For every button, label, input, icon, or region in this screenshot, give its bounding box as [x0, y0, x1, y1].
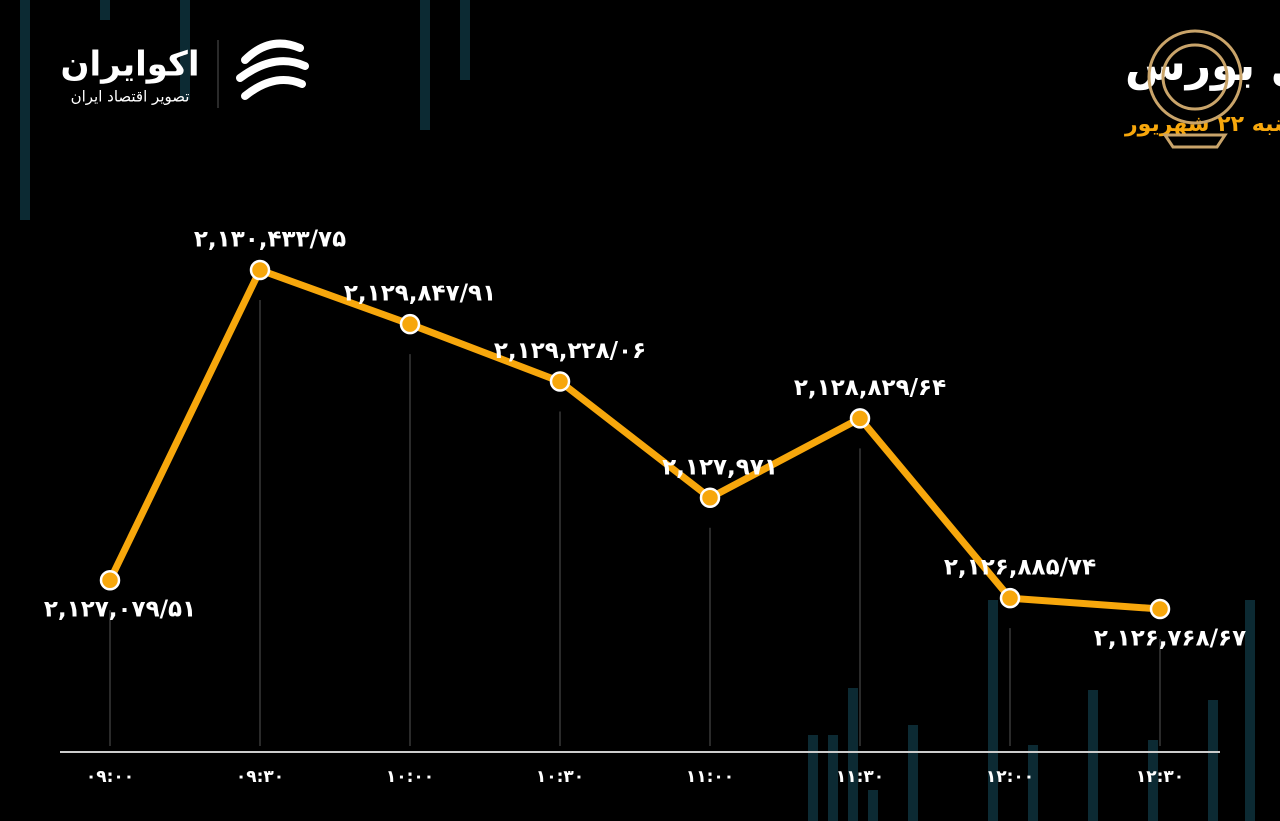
x-tick-label: ۰۹:۰۰ [86, 767, 134, 787]
background-decoration [20, 0, 1255, 821]
point [549, 371, 571, 392]
value-label: ۲,۱۲۹,۲۲۸/۰۶ [494, 338, 646, 364]
point [399, 313, 421, 335]
brand-name: اکوایران [61, 45, 200, 85]
value-label: ۲,۱۳۰,۴۳۳/۷۵ [194, 227, 346, 253]
point [699, 487, 721, 509]
x-tick-label: ۱۲:۳۰ [1136, 767, 1184, 787]
x-tick-label: ۱۱:۳۰ [836, 767, 884, 787]
line [106, 266, 1161, 613]
value-label: ۲,۱۲۶,۷۶۸/۶۷ [1094, 626, 1246, 652]
chart-subtitle: چهارشنبه ۲۲ شهریور [1124, 112, 1280, 137]
x-tick-label: ۰۹:۳۰ [236, 767, 284, 787]
x-tick-label: ۱۰:۳۰ [536, 767, 584, 787]
point [99, 569, 121, 591]
x-tick-label: ۱۱:۰۰ [686, 767, 734, 787]
brand-tagline: تصویر اقتصاد ایران [71, 88, 190, 106]
value-label: ۲,۱۲۶,۸۸۵/۷۴ [944, 555, 1096, 581]
x-tick-label: ۱۰:۰۰ [386, 767, 434, 787]
point [849, 408, 871, 429]
value-label: ۲,۱۲۷,۹۷۱ [662, 454, 778, 480]
value-label: ۲,۱۲۹,۸۴۷/۹۱ [344, 281, 496, 307]
brand-logo [236, 39, 309, 100]
point [1149, 598, 1171, 620]
value-label: ۲,۱۲۸,۸۲۹/۶۴ [794, 375, 946, 401]
exchange-emblem [1147, 29, 1243, 149]
x-tick-label: ۱۲:۰۰ [986, 767, 1034, 787]
point [249, 259, 271, 281]
value-label: ۲,۱۲۷,۰۷۹/۵۱ [44, 597, 196, 623]
point [999, 587, 1021, 609]
